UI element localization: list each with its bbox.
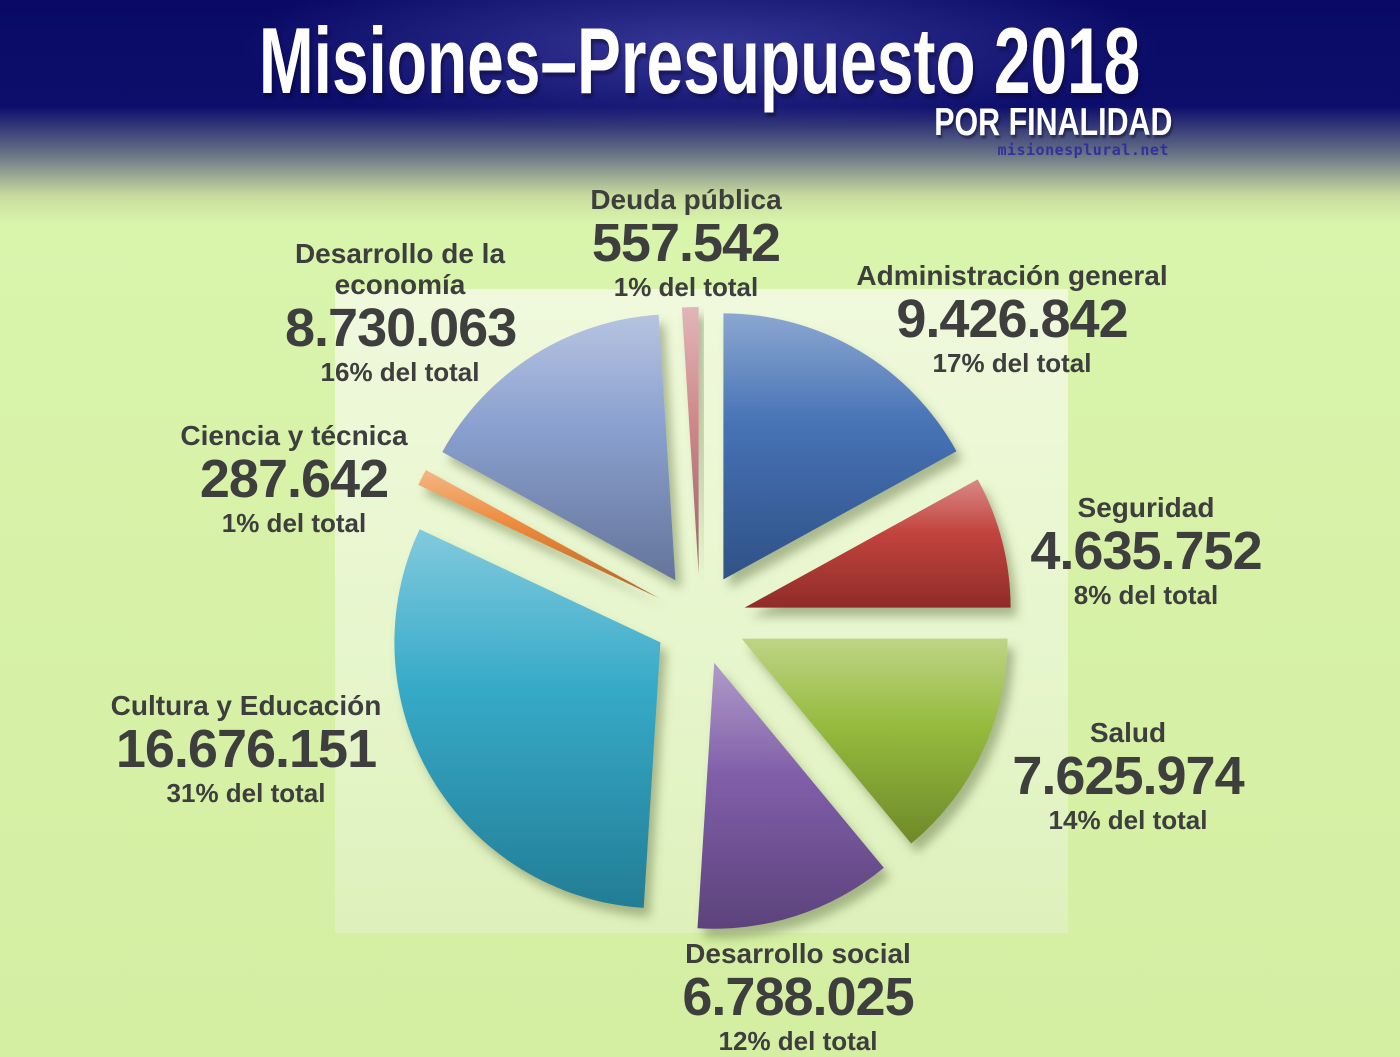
slice-value: 287.642 [199,449,389,509]
slice-label-desarrollo-de-la-economia: Desarrollo de la economía 8.730.063 16% … [285,238,517,387]
slice-value: 9.426.842 [896,289,1128,349]
slice-label-administracion-general: Administración general 9.426.842 17% del… [856,260,1167,378]
slice-label-ciencia-y-tecnica: Ciencia y técnica 287.642 1% del total [180,420,407,538]
slice-name: Administración general [856,260,1168,291]
pie-slice-deuda-publica [681,306,699,573]
slice-percent: 17% del total [932,348,1092,378]
slice-percent: 16% del total [320,357,480,387]
pie-slice-ciencia-y-tecnica [418,470,659,599]
page-title-text: Misiones–Presupuesto 2018 [259,8,1141,113]
pie-slice-seguridad [744,479,1011,608]
slice-label-cultura-y-educacion: Cultura y Educación 16.676.151 31% del t… [111,690,382,808]
slice-value: 8.730.063 [285,298,517,358]
pie-slice-desarrollo-de-la-economia [442,314,676,581]
slice-name: Seguridad [1077,492,1215,523]
slice-percent: 1% del total [613,272,759,302]
slice-label-deuda-publica: Deuda pública 557.542 1% del total [590,184,781,302]
slice-label-desarrollo-social: Desarrollo social 6.788.025 12% del tota… [682,938,914,1056]
slice-percent: 31% del total [166,778,326,808]
slice-label-salud: Salud 7.625.974 14% del total [1012,717,1244,835]
slice-percent: 12% del total [718,1026,878,1056]
pie-slice-desarrollo-social [697,662,884,929]
site-credit: misionesplural.net [997,141,1169,159]
slice-value: 4.635.752 [1030,521,1262,581]
page-title: Misiones–Presupuesto 2018 [0,12,1400,110]
slice-value: 16.676.151 [115,719,377,779]
slice-value: 557.542 [591,213,781,273]
slice-name: Ciencia y técnica [180,420,408,451]
slice-value: 6.788.025 [682,967,914,1027]
header-subtitle: POR FINALIDAD [867,101,1172,144]
slice-name: Salud [1089,717,1167,748]
slice-percent: 1% del total [221,508,367,538]
slice-name: Deuda pública [590,184,782,215]
slice-percent: 14% del total [1048,805,1208,835]
pie-slice-salud [741,638,1008,844]
slice-name: Desarrollo de la economía [294,238,506,300]
slice-label-seguridad: Seguridad 4.635.752 8% del total [1030,492,1262,610]
pie-slice-cultura-y-educacion [394,529,661,908]
pie-slice-administracion-general [723,313,957,580]
header-subtitle-text: POR FINALIDAD [933,101,1172,144]
slice-name: Cultura y Educación [110,690,382,721]
slice-percent: 8% del total [1073,580,1219,610]
slice-name: Desarrollo social [685,938,911,969]
slice-value: 7.625.974 [1012,746,1244,806]
